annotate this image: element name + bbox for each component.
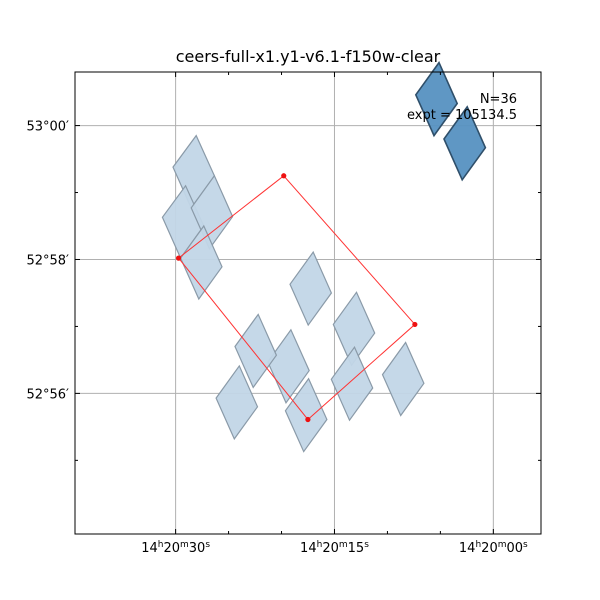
target-outline — [175, 173, 418, 423]
plot-frame — [74, 71, 542, 535]
exposure-tile — [267, 328, 310, 404]
stats-annotation: N=36 expt = 105134.5 — [407, 92, 517, 124]
axis-ticks — [75, 72, 541, 534]
exposure-tile — [284, 377, 328, 453]
exposure-tile — [289, 250, 333, 327]
chart-title: ceers-full-x1.y1-v6.1-f150w-clear — [175, 47, 441, 66]
x-tick-label: 14h20m30s — [141, 540, 210, 556]
outline-vertex — [175, 255, 182, 261]
exposure-tile — [179, 224, 223, 301]
y-tick-label: 52°58′ — [26, 253, 69, 268]
x-tick-labels: 14h20m30s 14h20m15s 14h20m00s — [141, 540, 528, 556]
y-tick-labels: 53°00′ 52°58′ 52°56′ — [26, 120, 69, 403]
exposure-tile — [234, 313, 278, 389]
exposure-tile-dark — [443, 105, 487, 182]
outline-vertex — [281, 173, 287, 179]
exposure-tiles — [161, 61, 487, 453]
y-tick-label: 52°56′ — [26, 387, 69, 402]
exposure-label: expt = 105134.5 — [407, 108, 517, 123]
exposure-tile — [381, 341, 425, 417]
exposure-tile — [330, 346, 374, 422]
y-tick-label: 53°00′ — [26, 120, 69, 135]
count-label: N=36 — [479, 92, 517, 107]
exposure-tile-dark — [414, 61, 459, 138]
outline-vertex — [305, 416, 311, 423]
x-tick-label: 14h20m15s — [300, 540, 369, 556]
outline-vertex — [412, 321, 418, 328]
exposure-tile — [332, 291, 376, 367]
exposure-tile — [215, 364, 259, 441]
x-tick-label: 14h20m00s — [459, 540, 528, 556]
